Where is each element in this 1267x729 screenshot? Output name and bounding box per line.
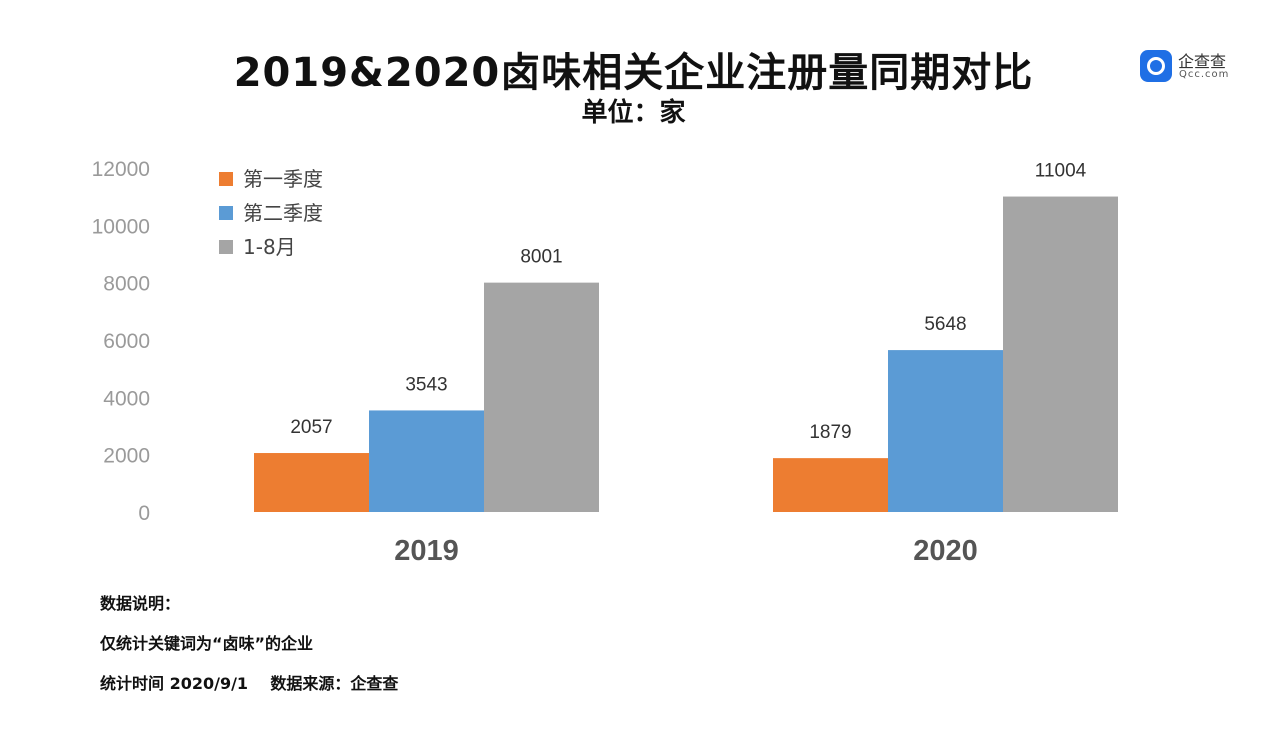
- bar-2020-1: [888, 350, 1003, 512]
- x-tick-label: 2019: [394, 535, 459, 567]
- bar-2019-2: [484, 282, 599, 512]
- bar-2020-0: [773, 458, 888, 512]
- data-label: 11004: [1035, 161, 1087, 182]
- y-axis: 0 2000 4000 6000 8000 10000 12000: [92, 158, 150, 525]
- chart-title: 2019&2020卤味相关企业注册量同期对比: [233, 50, 1034, 96]
- y-tick-label: 2000: [103, 445, 150, 468]
- bar-2020-2: [1003, 196, 1118, 512]
- logo-name: 企查查: [1178, 52, 1227, 71]
- x-tick-label: 2020: [913, 535, 978, 567]
- y-tick-label: 12000: [92, 158, 150, 181]
- legend-swatch: [219, 172, 233, 186]
- brand-logo: 企查查 Qcc.com: [1140, 48, 1250, 84]
- data-label: 1879: [809, 422, 851, 443]
- chart-subtitle: 单位：家: [581, 98, 686, 128]
- y-tick-label: 0: [138, 502, 150, 525]
- data-label: 2057: [290, 417, 332, 438]
- notes-source: 统计时间 2020/9/1 数据来源：企查查: [100, 674, 399, 693]
- y-tick-label: 4000: [103, 387, 150, 410]
- legend-label: 第一季度: [243, 167, 323, 191]
- y-tick-label: 6000: [103, 330, 150, 353]
- notes-scope: 仅统计关键词为“卤味”的企业: [100, 634, 314, 653]
- legend-swatch: [219, 206, 233, 220]
- legend-label: 第二季度: [243, 201, 323, 225]
- y-tick-label: 8000: [103, 273, 150, 296]
- data-label: 8001: [520, 247, 562, 268]
- y-tick-label: 10000: [92, 215, 150, 238]
- legend-swatch: [219, 240, 233, 254]
- data-label: 5648: [924, 314, 966, 335]
- bar-2019-0: [254, 453, 369, 512]
- bar-2019-1: [369, 410, 484, 512]
- notes-heading: 数据说明：: [100, 594, 181, 613]
- legend-label: 1-8月: [243, 235, 296, 259]
- logo-domain: Qcc.com: [1179, 69, 1230, 80]
- bars: 2057 3543 8001 1879 5648 11004: [254, 161, 1118, 512]
- qcc-logo-icon: [1140, 50, 1172, 82]
- data-label: 3543: [405, 374, 447, 395]
- x-axis: 2019 2020: [394, 535, 978, 567]
